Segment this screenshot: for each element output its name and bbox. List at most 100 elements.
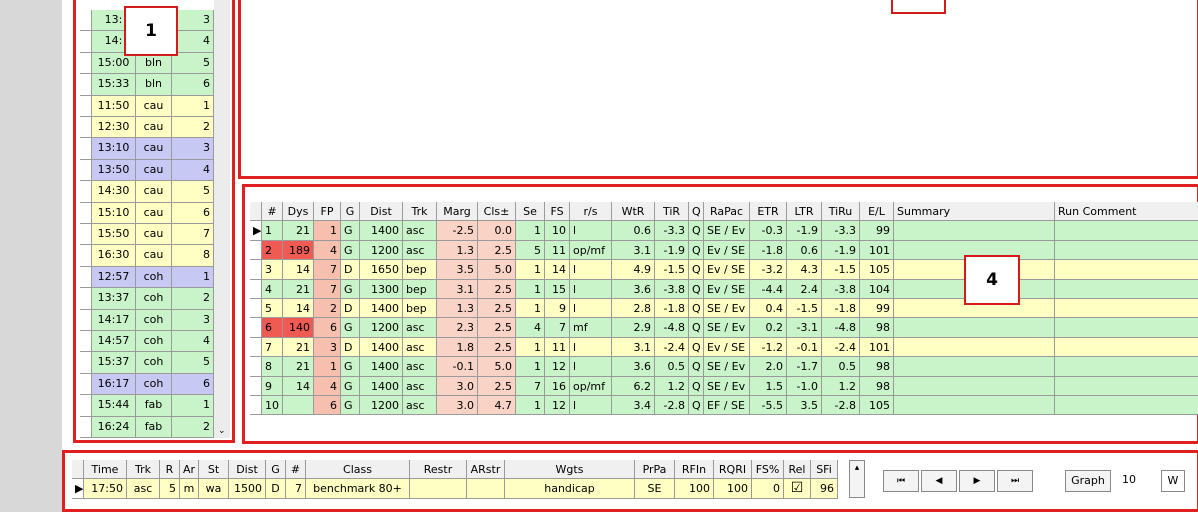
grid-cell: 6 bbox=[262, 318, 283, 338]
grid-cell: 11 bbox=[545, 240, 570, 261]
grid-cell: 2.5 bbox=[478, 279, 516, 299]
nav-button[interactable]: ⏮ bbox=[883, 470, 919, 492]
race-cell: 16:30 bbox=[92, 245, 136, 267]
grid-cell: -4.4 bbox=[750, 279, 787, 299]
grid-cell: Q bbox=[689, 376, 704, 396]
column-header: E/L bbox=[860, 202, 894, 222]
column-header: Dist bbox=[229, 460, 266, 479]
grid-cell: 2 bbox=[314, 299, 341, 319]
header-corner bbox=[250, 202, 262, 222]
race-cell: fab bbox=[136, 416, 172, 438]
column-header: FP bbox=[314, 202, 341, 222]
grid-cell: asc bbox=[403, 240, 437, 261]
grid-cell: -2.8 bbox=[822, 396, 860, 416]
race-cell: 1 bbox=[172, 395, 214, 417]
annotation-label: 1 bbox=[124, 6, 178, 56]
row-selector bbox=[250, 357, 262, 377]
race-cell: bln bbox=[136, 52, 172, 75]
grid-cell: Q bbox=[689, 260, 704, 280]
race-field: handicap bbox=[505, 479, 635, 499]
grid-cell: SE / Ev bbox=[704, 221, 750, 241]
row-selector bbox=[80, 181, 92, 203]
grid-cell bbox=[1055, 240, 1198, 261]
grid-cell: op/mf bbox=[570, 240, 612, 261]
grid-cell: 21 bbox=[283, 357, 314, 377]
race-cell: 12:30 bbox=[92, 117, 136, 139]
nav-button[interactable]: ▶ bbox=[959, 470, 995, 492]
race-field: wa bbox=[199, 479, 229, 499]
column-header: r/s bbox=[570, 202, 612, 222]
race-cell: cau bbox=[136, 181, 172, 203]
grid-cell: 3.1 bbox=[612, 240, 655, 261]
grid-cell: 101 bbox=[860, 337, 894, 358]
race-cell: 15:00 bbox=[92, 52, 136, 75]
grid-cell: G bbox=[341, 240, 360, 261]
grid-cell: 98 bbox=[860, 357, 894, 377]
grid-cell: 3.5 bbox=[787, 396, 822, 416]
row-selector bbox=[80, 309, 92, 331]
row-selector bbox=[250, 299, 262, 319]
column-header: Trk bbox=[127, 460, 160, 479]
row-selector bbox=[80, 224, 92, 246]
row-selector bbox=[80, 10, 92, 32]
race-cell: cau bbox=[136, 159, 172, 182]
nav-button[interactable]: ⏭ bbox=[997, 470, 1033, 492]
grid-cell: Ev / SE bbox=[704, 279, 750, 299]
grid-cell: 3 bbox=[262, 260, 283, 280]
race-field: ☑ bbox=[784, 479, 811, 499]
column-header: RaPac bbox=[704, 202, 750, 222]
column-header: Time bbox=[84, 460, 127, 479]
scroll-down[interactable]: ⌄ bbox=[218, 426, 226, 436]
race-field: asc bbox=[127, 479, 160, 499]
row-selector bbox=[80, 202, 92, 224]
column-header: Dys bbox=[283, 202, 314, 222]
grid-cell: 1 bbox=[516, 279, 545, 299]
column-header: Summary bbox=[894, 202, 1055, 222]
grid-cell: l bbox=[570, 221, 612, 241]
race-cell: bln bbox=[136, 74, 172, 96]
grid-cell: 3.1 bbox=[437, 279, 478, 299]
column-header: # bbox=[286, 460, 306, 479]
grid-cell: 2.5 bbox=[478, 240, 516, 261]
mode-field[interactable]: W bbox=[1161, 470, 1185, 492]
grid-cell: 1 bbox=[516, 299, 545, 319]
grid-cell: EF / SE bbox=[704, 396, 750, 416]
grid-cell: -5.5 bbox=[750, 396, 787, 416]
grid-cell bbox=[1055, 279, 1198, 299]
race-field bbox=[467, 479, 505, 499]
race-cell: 5 bbox=[172, 181, 214, 203]
race-field: 7 bbox=[286, 479, 306, 499]
race-cell: 14:30 bbox=[92, 181, 136, 203]
row-selector bbox=[80, 245, 92, 267]
graph-button[interactable]: Graph bbox=[1065, 470, 1111, 492]
grid-cell: D bbox=[341, 299, 360, 319]
checkbox[interactable]: ☑ bbox=[790, 480, 804, 496]
grid-cell: 14 bbox=[545, 260, 570, 280]
race-field bbox=[410, 479, 467, 499]
race-cell: 1 bbox=[172, 95, 214, 117]
grid-cell bbox=[1055, 260, 1198, 280]
count-field[interactable]: 10 bbox=[1122, 473, 1136, 486]
row-selector bbox=[250, 279, 262, 299]
grid-cell: SE / Ev bbox=[704, 357, 750, 377]
race-field: 0 bbox=[752, 479, 784, 499]
grid-cell: 1 bbox=[314, 357, 341, 377]
row-selector bbox=[250, 240, 262, 261]
row-selector: ▶ bbox=[72, 479, 84, 499]
column-header: ARstr bbox=[467, 460, 505, 479]
grid-cell: 1 bbox=[516, 357, 545, 377]
column-header: Trk bbox=[403, 202, 437, 222]
column-header: SFi bbox=[811, 460, 838, 479]
nav-button[interactable]: ◀ bbox=[921, 470, 957, 492]
column-header: Restr bbox=[410, 460, 467, 479]
scroll-button[interactable]: ▴ bbox=[849, 460, 865, 498]
grid-cell: -3.8 bbox=[822, 279, 860, 299]
grid-cell: -1.5 bbox=[822, 260, 860, 280]
grid-cell: Ev / SE bbox=[704, 337, 750, 358]
grid-cell: -3.2 bbox=[750, 260, 787, 280]
grid-cell: G bbox=[341, 221, 360, 241]
grid-cell: mf bbox=[570, 318, 612, 338]
race-field: SE bbox=[635, 479, 675, 499]
column-header: Ar bbox=[180, 460, 199, 479]
race-cell: 3 bbox=[172, 138, 214, 160]
